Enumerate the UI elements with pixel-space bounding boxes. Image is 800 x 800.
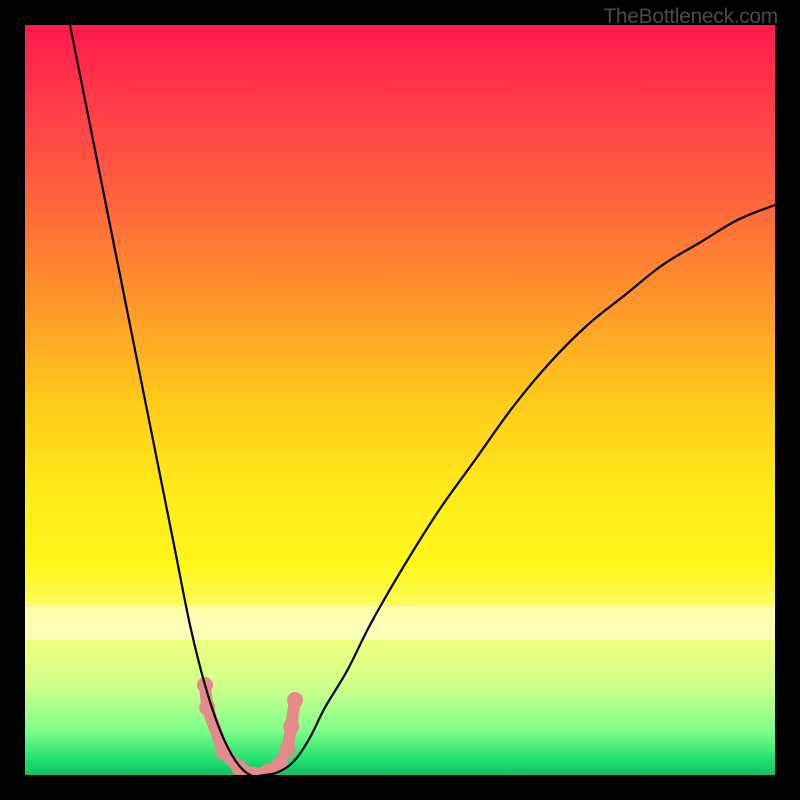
chart-plot-area bbox=[25, 25, 775, 775]
data-marker bbox=[231, 760, 247, 776]
data-marker bbox=[283, 718, 299, 734]
data-marker bbox=[280, 741, 296, 757]
bottleneck-curve bbox=[70, 25, 775, 775]
chart-svg-overlay bbox=[25, 25, 775, 775]
data-marker bbox=[287, 692, 303, 708]
